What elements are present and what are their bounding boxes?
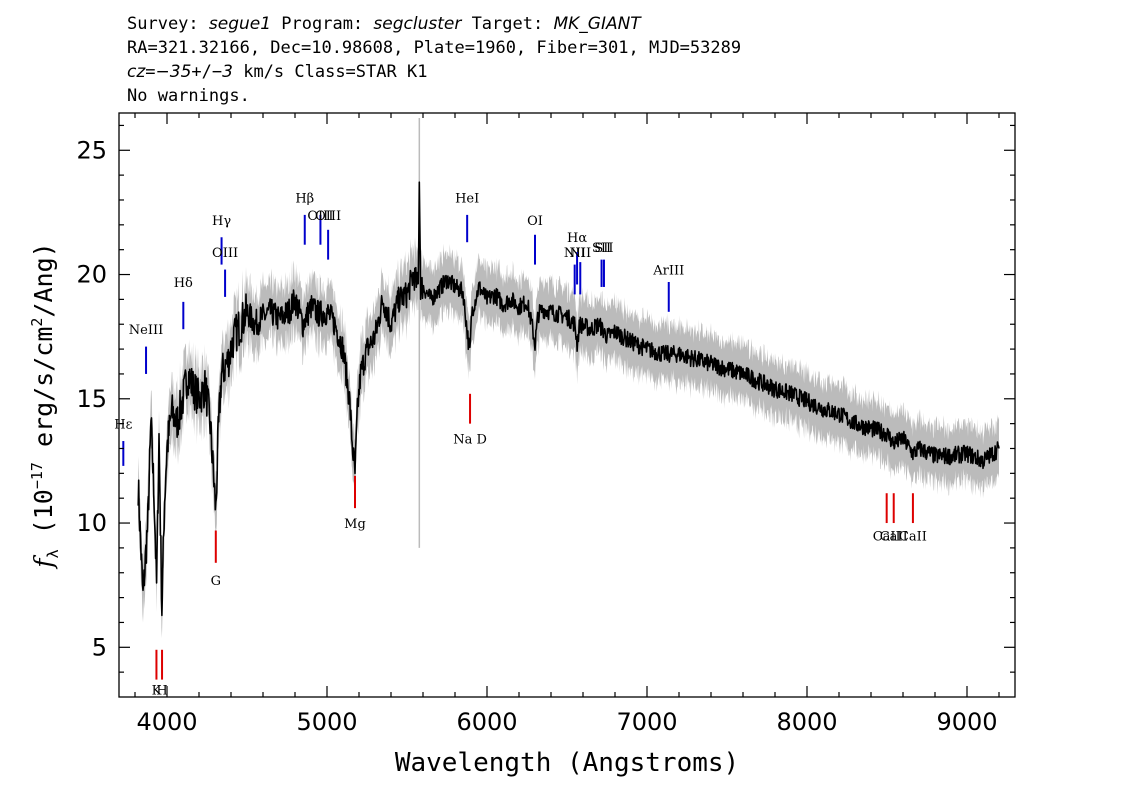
spectrum-header: Survey: segue1 Program: segcluster Targe… — [127, 12, 741, 108]
y-tick-label: 15 — [76, 385, 107, 413]
line-marker-label: SII — [594, 241, 613, 256]
line-marker-label: Hα — [567, 231, 587, 246]
y-tick-label: 5 — [92, 633, 107, 661]
x-tick-label: 9000 — [936, 708, 997, 736]
line-marker-label: H — [156, 684, 167, 699]
header-target-label: Target: — [461, 14, 554, 34]
header-survey-line: Survey: segue1 Program: segcluster Targe… — [127, 12, 741, 36]
line-marker-label: HeI — [455, 191, 479, 206]
line-marker-label: Hγ — [212, 214, 231, 229]
header-redshift-line: cz=−35+/−3 km/s Class=STAR K1 — [127, 60, 741, 84]
x-axis-label: Wavelength (Angstroms) — [395, 748, 739, 778]
header-coordinates-line: RA=321.32166, Dec=10.98608, Plate=1960, … — [127, 38, 742, 58]
line-marker-label: CaII — [899, 529, 927, 544]
line-marker-label: Hε — [114, 418, 132, 433]
header-plusminus: +/− — [191, 62, 223, 82]
line-marker-label: NII — [564, 246, 586, 261]
plot-frame — [118, 112, 1016, 698]
line-marker-label: NII — [569, 246, 591, 261]
line-marker-label: CaII — [873, 529, 901, 544]
header-target-value: MK_GIANT — [553, 14, 641, 34]
header-survey-value: segue1 — [208, 14, 272, 34]
line-marker-label: OI — [527, 214, 543, 229]
y-tick-label: 20 — [76, 261, 107, 289]
y-tick-label: 25 — [76, 136, 107, 164]
line-marker-label: Na D — [453, 433, 487, 448]
line-marker-label: G — [211, 574, 221, 589]
header-cz-symbol: cz — [127, 62, 146, 82]
header-survey-label: Survey: — [127, 14, 209, 34]
spectrum-line — [137, 181, 1000, 617]
line-marker-label: SII — [592, 241, 611, 256]
line-marker-label: OIII — [307, 209, 333, 224]
spectrum-layer — [137, 181, 1000, 617]
line-marker-label: OIII — [212, 246, 238, 261]
header-program-label: Program: — [271, 14, 374, 34]
x-tick-label: 5000 — [296, 708, 357, 736]
line-marker-label: CaII — [880, 529, 908, 544]
x-tick-label: 4000 — [136, 708, 197, 736]
header-velocity-error: 3 — [222, 62, 233, 82]
line-marker-label: OIII — [315, 209, 341, 224]
header-equals: = — [145, 62, 156, 82]
noise-band-layer — [138, 117, 999, 639]
header-program-value: segcluster — [373, 14, 462, 34]
line-marker-label: Hβ — [295, 191, 314, 206]
header-velocity: −35 — [155, 62, 192, 82]
x-tick-label: 6000 — [456, 708, 517, 736]
line-marker-label: NeIII — [129, 323, 163, 338]
y-tick-label: 10 — [76, 509, 107, 537]
axes-layer: 4000 5000 6000 7000 8000 9000 5 10 15 20 25 — [76, 113, 1015, 736]
x-tick-label: 7000 — [616, 708, 677, 736]
line-marker-label: Hδ — [174, 276, 193, 291]
line-marker-label: ArIII — [652, 264, 684, 279]
header-class: km/s Class=STAR K1 — [232, 62, 428, 82]
line-marker-label: K — [152, 684, 162, 699]
line-marker-label: Mg — [344, 517, 366, 532]
header-warnings-line: No warnings. — [127, 86, 250, 106]
y-axis-label: fλ (10−17 erg/s/cm2/Ang) — [28, 242, 62, 569]
x-tick-label: 8000 — [776, 708, 837, 736]
noise-band — [138, 155, 999, 639]
svg-text:fλ (10−17 erg/s/cm2/Ang): fλ (10−17 erg/s/cm2/Ang) — [28, 242, 62, 569]
